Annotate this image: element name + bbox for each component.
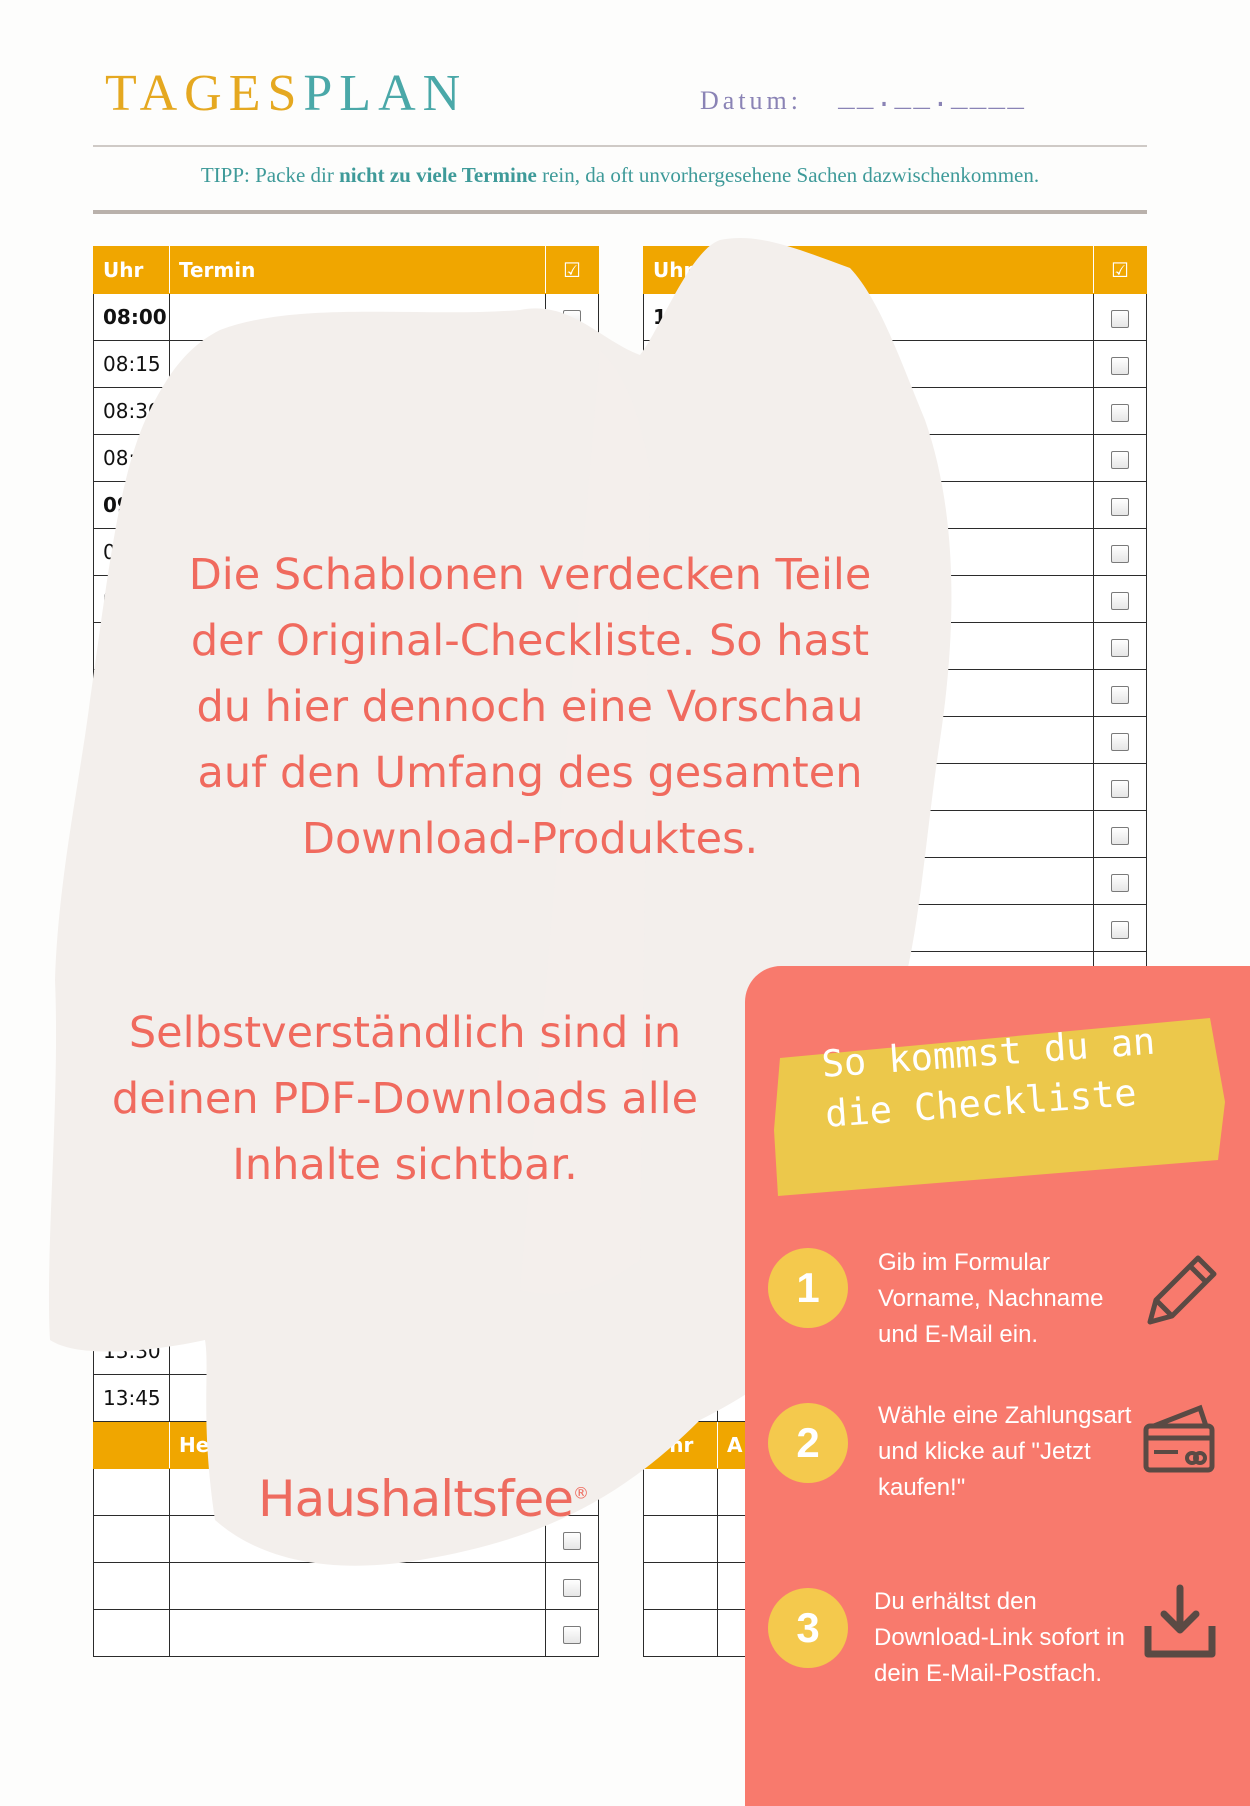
checkbox[interactable] (1111, 591, 1129, 610)
page-title: TAGESPLAN (105, 64, 467, 123)
ribbon-shape (774, 1018, 1225, 1196)
col-event-header: Termin (169, 246, 546, 294)
empty-cell[interactable] (93, 1562, 170, 1610)
date-label: Datum: (700, 86, 802, 115)
title-part-2: PLAN (303, 65, 468, 122)
step-3-number: 3 (768, 1588, 848, 1668)
checkbox[interactable] (1111, 309, 1129, 328)
preview-notice: Die Schablonen verdecken Teile der Origi… (188, 550, 872, 864)
time-cell: 08:30 (93, 387, 170, 435)
time-cell: 08:00 (93, 293, 170, 341)
date-blanks: __.__.____ (838, 84, 1027, 115)
checkbox[interactable] (1111, 450, 1129, 469)
check-cell (1093, 481, 1147, 529)
checkbox[interactable] (563, 1625, 581, 1644)
col-check-header: ☑ (545, 246, 599, 294)
empty-cell[interactable] (643, 1562, 718, 1610)
footer-empty-header (93, 1421, 170, 1469)
task-row (93, 1562, 599, 1610)
col-check-header: ☑ (1093, 246, 1147, 294)
checkbox[interactable] (1111, 356, 1129, 375)
download-icon (1144, 1584, 1216, 1658)
logo: Haushaltsfee® (258, 1470, 589, 1528)
check-cell (1093, 528, 1147, 576)
empty-cell[interactable] (93, 1515, 170, 1563)
checkbox[interactable] (1111, 920, 1129, 939)
checkbox[interactable] (1111, 685, 1129, 704)
checkbox[interactable] (1111, 873, 1129, 892)
step-1-number: 1 (768, 1248, 848, 1328)
checkbox[interactable] (1111, 779, 1129, 798)
step-3-text: Du erhältst den Download-Link sofort in … (874, 1588, 1125, 1687)
title-part-1: TAGES (105, 65, 304, 122)
tip-prefix: TIPP: Packe dir (200, 163, 340, 187)
step-2-text: Wähle eine Zahlungsart und klicke auf "J… (878, 1402, 1132, 1501)
header-divider (93, 145, 1147, 147)
check-cell (545, 1562, 599, 1610)
brush-stroke-shape (48, 238, 952, 1566)
empty-cell[interactable] (643, 1609, 718, 1657)
tip-suffix: rein, da oft unvorhergesehene Sachen daz… (536, 163, 1040, 187)
checkbox[interactable] (1111, 544, 1129, 563)
step-2-number: 2 (768, 1403, 848, 1483)
step-1-text: Gib im Formular Vorname, Nachname und E-… (878, 1249, 1104, 1348)
download-notice: Selbstverständlich sind in deinen PDF-Do… (111, 1008, 699, 1190)
checkbox[interactable] (1111, 638, 1129, 657)
check-cell (1093, 387, 1147, 435)
brush-stroke-edge (520, 350, 650, 1294)
checkbox[interactable] (1111, 826, 1129, 845)
check-cell (1093, 575, 1147, 623)
check-cell (1093, 763, 1147, 811)
check-cell (1093, 669, 1147, 717)
check-cell (545, 1515, 599, 1563)
check-cell (1093, 810, 1147, 858)
tip-bold: nicht zu viele Termine (339, 163, 537, 187)
tip-divider (93, 210, 1147, 214)
empty-cell[interactable] (93, 1468, 170, 1516)
col-time-header: Uhr (93, 246, 170, 294)
checkbox[interactable] (563, 1578, 581, 1597)
pencil-icon (1147, 1255, 1217, 1325)
task-row (93, 1609, 599, 1657)
credit-card-icon (1143, 1404, 1215, 1473)
check-cell (1093, 434, 1147, 482)
checkbox[interactable] (1111, 732, 1129, 751)
time-cell: 13:45 (93, 1374, 170, 1422)
logo-registered-mark: ® (572, 1483, 589, 1503)
yellow-ribbon (774, 1018, 1225, 1196)
task-cell[interactable] (169, 1609, 546, 1657)
check-cell (1093, 293, 1147, 341)
empty-cell[interactable] (643, 1468, 718, 1516)
table-header-row: Uhr Termin ☑ (93, 246, 599, 294)
checkbox[interactable] (1111, 403, 1129, 422)
checkbox[interactable] (563, 1531, 581, 1550)
checkbox[interactable] (1111, 497, 1129, 516)
time-cell: 08:15 (93, 340, 170, 388)
tip-text: TIPP: Packe dir nicht zu viele Termine r… (93, 163, 1147, 188)
check-cell (1093, 340, 1147, 388)
empty-cell[interactable] (643, 1515, 718, 1563)
logo-text: Haushaltsfee (258, 1470, 574, 1528)
task-cell[interactable] (169, 1562, 546, 1610)
check-cell (545, 1609, 599, 1657)
empty-cell[interactable] (93, 1609, 170, 1657)
